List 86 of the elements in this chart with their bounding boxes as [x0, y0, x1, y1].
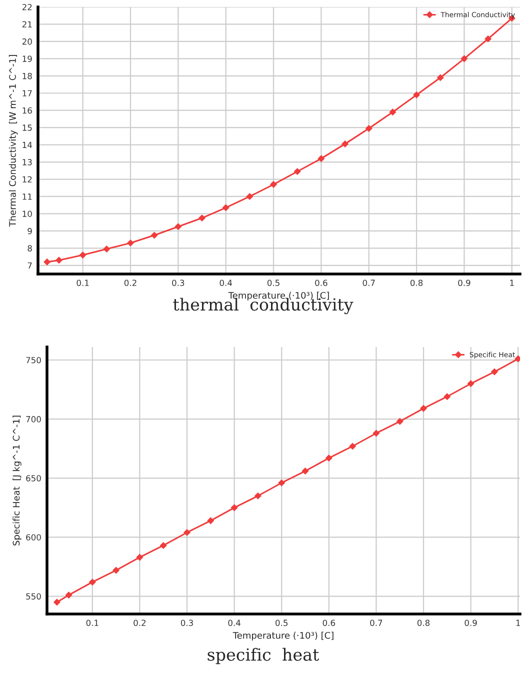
- y-tick-label: 13: [22, 159, 32, 166]
- x-tick-label: 0.6: [322, 620, 336, 626]
- y-tick-label: 650: [26, 475, 41, 482]
- x-tick-label: 0.4: [228, 620, 240, 626]
- point: [270, 181, 277, 188]
- point: [254, 492, 262, 500]
- x-tick-label: 0.7: [370, 620, 382, 626]
- x-tick-label: 0.9: [458, 280, 470, 286]
- x-tick-label: 0.8: [417, 620, 430, 626]
- point: [136, 554, 143, 561]
- x-tick-label: 0.9: [464, 620, 477, 626]
- y-tick-label: 750: [26, 356, 41, 364]
- point: [294, 168, 301, 175]
- y-tick-label: 22: [22, 4, 32, 10]
- x-tick-label: 0.8: [410, 280, 423, 286]
- point: [420, 405, 427, 412]
- x-tick-label: 0.6: [315, 280, 328, 286]
- y-tick-label: 16: [22, 107, 32, 114]
- point: [278, 480, 285, 486]
- point: [184, 529, 190, 536]
- y-tick-label: 20: [22, 38, 32, 45]
- y-axis-title: Thermal Conductivity [W m^-1 C^-1]: [8, 55, 18, 227]
- point: [44, 258, 50, 266]
- y-tick-label: 8: [28, 245, 32, 252]
- y-tick-label: 15: [22, 124, 32, 131]
- point: [54, 598, 60, 606]
- y-axis-title: Specific Heat [J kg^-1 C^-1]: [12, 416, 22, 546]
- point: [396, 418, 404, 425]
- y-tick-label: 11: [22, 194, 32, 200]
- point: [366, 125, 372, 132]
- point: [231, 504, 238, 511]
- x-tick-label: 0.2: [134, 620, 146, 626]
- y-tick-label: 14: [22, 142, 32, 148]
- x-tick-label: 0.5: [267, 280, 280, 286]
- point: [174, 223, 182, 230]
- x-tick-label: 0.7: [362, 280, 375, 286]
- y-tick-label: 9: [28, 228, 32, 234]
- y-tick-label: 700: [26, 416, 41, 422]
- point: [222, 204, 230, 211]
- y-tick-label: 7: [28, 262, 32, 269]
- x-tick-label: 0.1: [76, 280, 89, 286]
- x-tick-label: 0.5: [276, 620, 288, 626]
- point: [342, 140, 348, 148]
- x-tick-label: 0.3: [180, 620, 193, 626]
- point: [326, 454, 332, 462]
- x-tick-label: 1: [510, 280, 514, 286]
- point: [198, 214, 206, 222]
- point: [89, 578, 96, 586]
- point: [151, 232, 158, 238]
- text: specific heat: [208, 648, 320, 664]
- y-tick-label: 17: [22, 90, 32, 96]
- y-tick-label: 18: [22, 72, 32, 80]
- y-tick-label: 12: [22, 176, 32, 182]
- point: [491, 368, 498, 376]
- point: [444, 393, 450, 400]
- point: [318, 155, 324, 162]
- x-tick-label: 0.1: [86, 620, 98, 626]
- point: [56, 256, 62, 264]
- point: [160, 542, 167, 549]
- x-axis-title: Temperature (·10³) [C]: [232, 632, 334, 641]
- point: [460, 55, 468, 62]
- point: [103, 246, 110, 252]
- point: [80, 252, 86, 258]
- x-tick-label: 0.4: [220, 280, 232, 286]
- y-tick-label: 10: [22, 210, 32, 217]
- y-tick-label: 21: [22, 21, 32, 28]
- point: [484, 36, 492, 42]
- point: [468, 380, 474, 387]
- x-tick-label: 0.2: [124, 280, 136, 286]
- point: [127, 240, 134, 246]
- x-tick-label: 0.3: [172, 280, 184, 286]
- point: [207, 517, 214, 524]
- point: [413, 92, 420, 98]
- point: [389, 108, 396, 116]
- point: [302, 468, 309, 474]
- point: [437, 74, 444, 81]
- x-tick-label: 1: [516, 620, 520, 626]
- y-tick-label: 19: [22, 56, 32, 62]
- point: [349, 442, 356, 450]
- point: [66, 592, 72, 598]
- point: [246, 193, 253, 200]
- y-tick-label: 600: [26, 534, 41, 540]
- point: [112, 567, 120, 574]
- y-tick-label: 550: [26, 593, 41, 600]
- point: [372, 430, 380, 436]
- point: [514, 356, 520, 362]
